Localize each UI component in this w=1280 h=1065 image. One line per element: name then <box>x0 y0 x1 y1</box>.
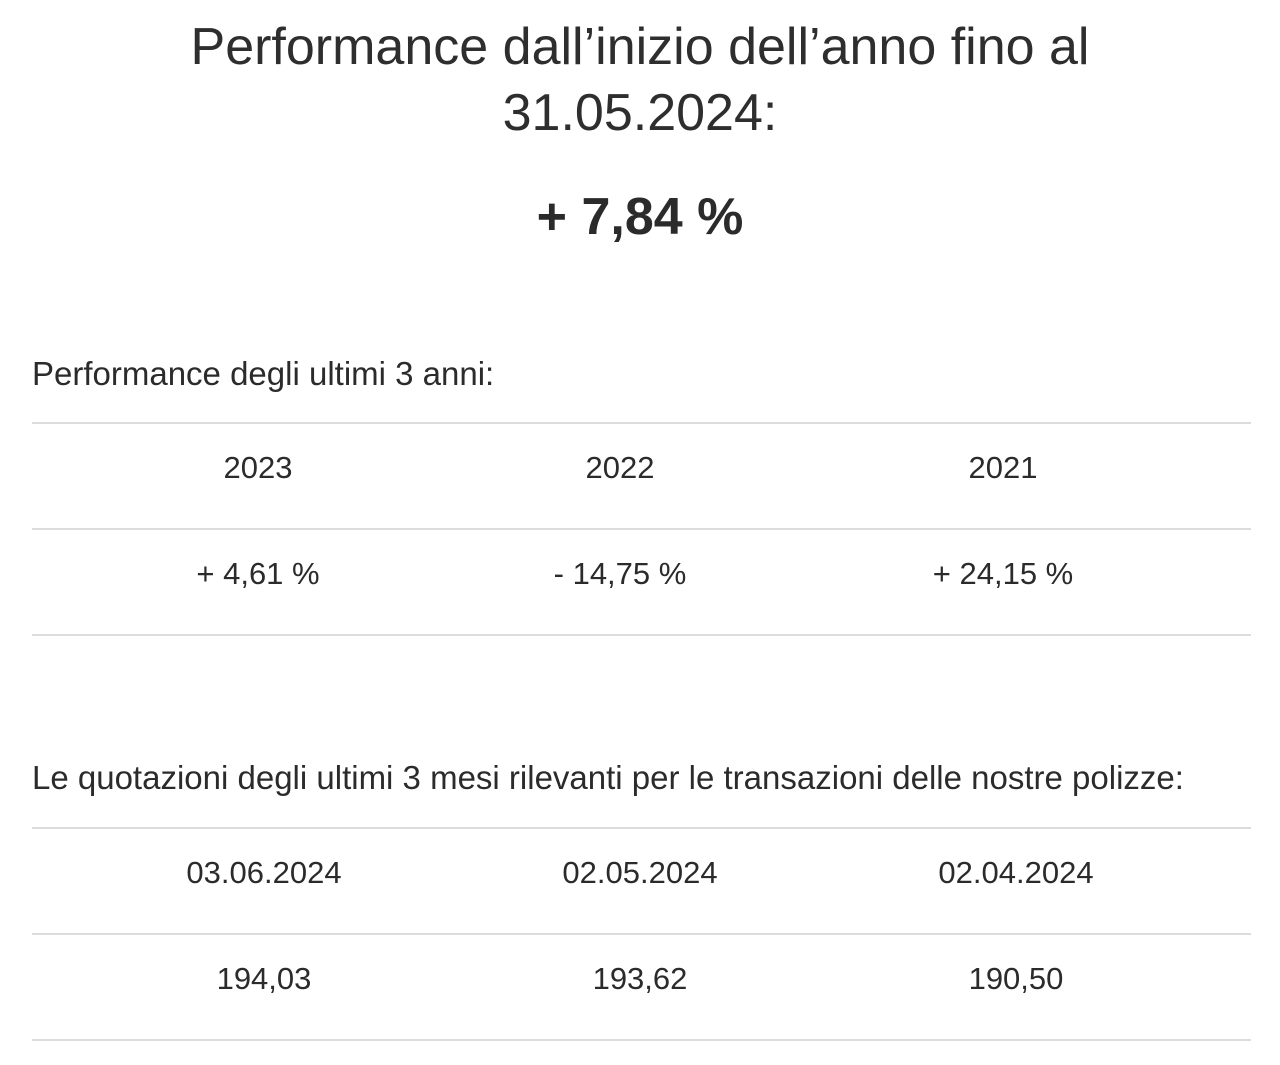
quotes-section-title: Le quotazioni degli ultimi 3 mesi rileva… <box>32 758 1184 798</box>
page-title-line-2: 31.05.2024: <box>0 80 1280 146</box>
performance-value-cell: - 14,75 % <box>470 530 770 634</box>
table-header-row: 03.06.2024 02.05.2024 02.04.2024 <box>32 827 1251 933</box>
ytd-performance-value: + 7,84 % <box>0 184 1280 250</box>
performance-value-cell: + 4,61 % <box>108 530 408 634</box>
date-header-cell: 02.05.2024 <box>490 829 790 933</box>
performance-section-title: Performance degli ultimi 3 anni: <box>32 354 494 394</box>
quote-value-cell: 193,62 <box>490 935 790 1039</box>
page-title: Performance dall’inizio dell’anno fino a… <box>0 14 1280 146</box>
table-header-row: 2023 2022 2021 <box>32 422 1251 528</box>
performance-value-cell: + 24,15 % <box>853 530 1153 634</box>
date-header-cell: 03.06.2024 <box>114 829 414 933</box>
year-header-cell: 2023 <box>108 424 408 528</box>
table-row: 194,03 193,62 190,50 <box>32 933 1251 1041</box>
quotes-table: 03.06.2024 02.05.2024 02.04.2024 194,03 … <box>32 827 1251 1041</box>
quote-value-cell: 190,50 <box>866 935 1166 1039</box>
year-header-cell: 2021 <box>853 424 1153 528</box>
date-header-cell: 02.04.2024 <box>866 829 1166 933</box>
year-header-cell: 2022 <box>470 424 770 528</box>
table-row: + 4,61 % - 14,75 % + 24,15 % <box>32 528 1251 636</box>
performance-table: 2023 2022 2021 + 4,61 % - 14,75 % + 24,1… <box>32 422 1251 636</box>
quote-value-cell: 194,03 <box>114 935 414 1039</box>
page-title-line-1: Performance dall’inizio dell’anno fino a… <box>0 14 1280 80</box>
